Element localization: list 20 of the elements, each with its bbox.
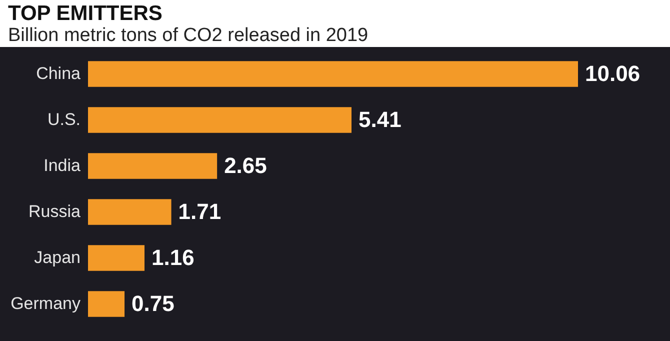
data-label: 1.16	[152, 245, 194, 270]
bar	[88, 245, 144, 271]
y-tick-label: Russia	[28, 202, 82, 221]
data-label: 1.71	[178, 199, 222, 224]
data-label: 0.75	[132, 291, 174, 316]
bar	[88, 153, 218, 179]
y-tick-label: China	[36, 64, 82, 83]
y-tick-label: U.S.	[47, 110, 80, 129]
bar	[88, 199, 172, 225]
data-label: 5.41	[358, 107, 402, 132]
y-tick-label: Germany	[10, 294, 81, 313]
bar	[88, 291, 125, 317]
y-tick-label: India	[44, 156, 82, 175]
bar	[88, 107, 352, 133]
chart-title: TOP EMITTERS	[8, 2, 164, 25]
data-label: 10.06	[585, 61, 640, 86]
data-label: 2.65	[224, 153, 267, 178]
bar	[88, 61, 578, 87]
y-tick-label: Japan	[34, 248, 80, 267]
chart-subtitle: Billion metric tons of CO2 released in 2019	[8, 25, 370, 46]
